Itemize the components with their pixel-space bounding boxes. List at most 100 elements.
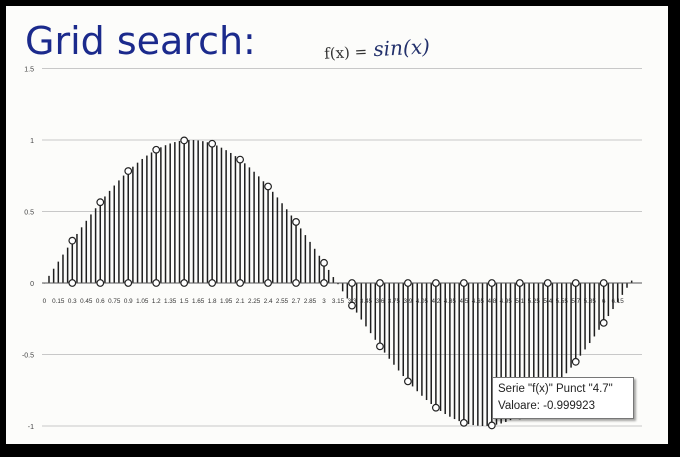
axis-marker[interactable] — [236, 279, 245, 287]
axis-marker[interactable] — [571, 279, 580, 287]
bar[interactable] — [411, 283, 414, 387]
bar[interactable] — [132, 166, 134, 283]
bar[interactable] — [453, 283, 456, 420]
bar[interactable] — [118, 180, 120, 283]
bar[interactable] — [533, 283, 535, 406]
bar[interactable] — [500, 283, 502, 424]
axis-marker[interactable] — [320, 279, 328, 287]
bar[interactable] — [122, 175, 125, 283]
bar[interactable] — [258, 176, 260, 283]
bar[interactable] — [612, 283, 614, 310]
bar[interactable] — [99, 202, 102, 283]
bar[interactable] — [467, 283, 470, 425]
bar[interactable] — [197, 140, 199, 283]
bar[interactable] — [523, 283, 526, 413]
bar[interactable] — [104, 196, 106, 283]
curve-marker[interactable] — [459, 418, 468, 427]
bar[interactable] — [281, 203, 283, 283]
bar[interactable] — [537, 283, 540, 403]
curve-marker[interactable] — [376, 342, 384, 351]
bar[interactable] — [230, 152, 232, 283]
bar[interactable] — [244, 163, 246, 283]
bar[interactable] — [351, 283, 353, 306]
axis-marker[interactable] — [543, 279, 552, 287]
bar[interactable] — [528, 283, 530, 410]
bar[interactable] — [220, 147, 223, 283]
bar[interactable] — [127, 170, 129, 283]
bar[interactable] — [369, 283, 372, 334]
bar[interactable] — [397, 283, 400, 371]
bar[interactable] — [402, 283, 405, 377]
bar[interactable] — [565, 283, 568, 374]
bar[interactable] — [71, 240, 74, 283]
bar[interactable] — [481, 283, 484, 426]
bar[interactable] — [332, 277, 335, 283]
bar[interactable] — [206, 142, 209, 283]
bar[interactable] — [472, 283, 474, 426]
bar[interactable] — [486, 283, 488, 426]
bar[interactable] — [444, 283, 446, 415]
bar[interactable] — [164, 145, 167, 283]
curve-marker[interactable] — [599, 318, 608, 327]
bar[interactable] — [407, 283, 409, 382]
bar[interactable] — [211, 143, 213, 283]
bar[interactable] — [383, 283, 386, 353]
bar[interactable] — [216, 145, 218, 283]
axis-marker[interactable] — [348, 279, 356, 287]
curve-marker[interactable] — [264, 182, 272, 191]
bar[interactable] — [178, 141, 181, 283]
curve-marker[interactable] — [236, 155, 245, 164]
bar[interactable] — [141, 158, 143, 283]
bar[interactable] — [379, 283, 381, 347]
curve-marker[interactable] — [487, 421, 496, 430]
bar[interactable] — [80, 227, 83, 283]
bar[interactable] — [602, 283, 605, 323]
axis-marker[interactable] — [96, 279, 105, 287]
bar[interactable] — [113, 185, 116, 283]
bar[interactable] — [388, 283, 391, 359]
axis-marker[interactable] — [376, 279, 384, 287]
bar[interactable] — [136, 162, 139, 283]
bar[interactable] — [579, 283, 582, 356]
bar[interactable] — [225, 150, 227, 283]
bar[interactable] — [584, 283, 586, 350]
bar[interactable] — [430, 283, 432, 404]
bar[interactable] — [560, 283, 563, 379]
bar[interactable] — [52, 268, 55, 283]
bar[interactable] — [318, 255, 321, 283]
bar[interactable] — [150, 152, 153, 283]
bar[interactable] — [48, 275, 50, 283]
axis-marker[interactable] — [459, 279, 468, 287]
axis-marker[interactable] — [124, 279, 133, 287]
bar[interactable] — [290, 215, 293, 283]
bar[interactable] — [360, 283, 363, 320]
bar[interactable] — [323, 262, 325, 283]
bar[interactable] — [192, 140, 195, 283]
bar[interactable] — [439, 283, 442, 411]
bar[interactable] — [202, 141, 204, 283]
curve-marker[interactable] — [124, 167, 133, 175]
bar[interactable] — [57, 261, 60, 283]
bar[interactable] — [542, 283, 544, 398]
axis-marker[interactable] — [68, 279, 77, 287]
bar[interactable] — [556, 283, 558, 384]
bar[interactable] — [346, 283, 349, 299]
bar[interactable] — [477, 283, 479, 426]
bar[interactable] — [234, 156, 237, 283]
axis-marker[interactable] — [599, 279, 608, 287]
bar[interactable] — [458, 283, 460, 422]
sine-bar-chart[interactable]: 1.5 1 0.5 0 -0.5 -1 0 0.15 0.3 0.45 0.6 0.75 0.9 1.05… — [6, 6, 668, 444]
bar[interactable] — [253, 171, 255, 283]
bar[interactable] — [626, 283, 628, 288]
bar[interactable] — [309, 241, 311, 283]
bar[interactable] — [570, 283, 572, 368]
axis-marker[interactable] — [180, 279, 189, 287]
bar[interactable] — [239, 159, 241, 283]
bar[interactable] — [547, 283, 549, 394]
curve-marker[interactable] — [404, 377, 412, 386]
bar[interactable] — [463, 283, 465, 423]
curve-marker[interactable] — [208, 139, 217, 148]
bar[interactable] — [62, 254, 64, 283]
curve-marker[interactable] — [431, 403, 440, 412]
bar[interactable] — [276, 197, 279, 283]
